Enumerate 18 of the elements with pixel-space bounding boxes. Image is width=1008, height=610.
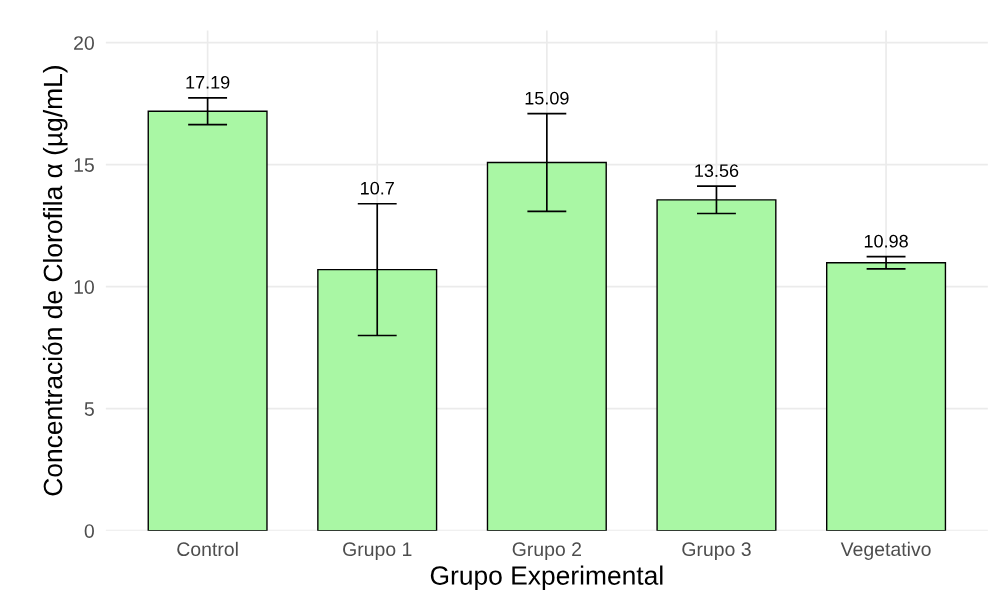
annotation: 10.7 (361, 181, 394, 195)
annotation: 15.09 (525, 91, 569, 105)
y-tick-label: 15 (74, 158, 94, 172)
x-tick-label: Grupo 2 (512, 542, 581, 560)
x-tick-label: Grupo 3 (682, 542, 751, 560)
x-tick-label: Grupo 1 (343, 542, 412, 560)
y-tick-label: 20 (74, 36, 94, 50)
x-axis-title: Grupo Experimental (430, 565, 663, 591)
x-tick-label: Control (177, 541, 238, 557)
x-tick-label: Vegetativo (840, 541, 931, 560)
annotation: 17.19 (186, 75, 230, 89)
y-tick-label: 10 (74, 280, 94, 294)
annotation: 10.98 (864, 234, 908, 248)
annotation: 13.56 (695, 164, 739, 178)
y-axis-title: Concentración de Clorofila α (µg/mL) (42, 66, 68, 496)
bar (826, 262, 947, 531)
y-tick-label: 5 (84, 402, 94, 416)
y-tick-label: 0 (84, 524, 94, 538)
